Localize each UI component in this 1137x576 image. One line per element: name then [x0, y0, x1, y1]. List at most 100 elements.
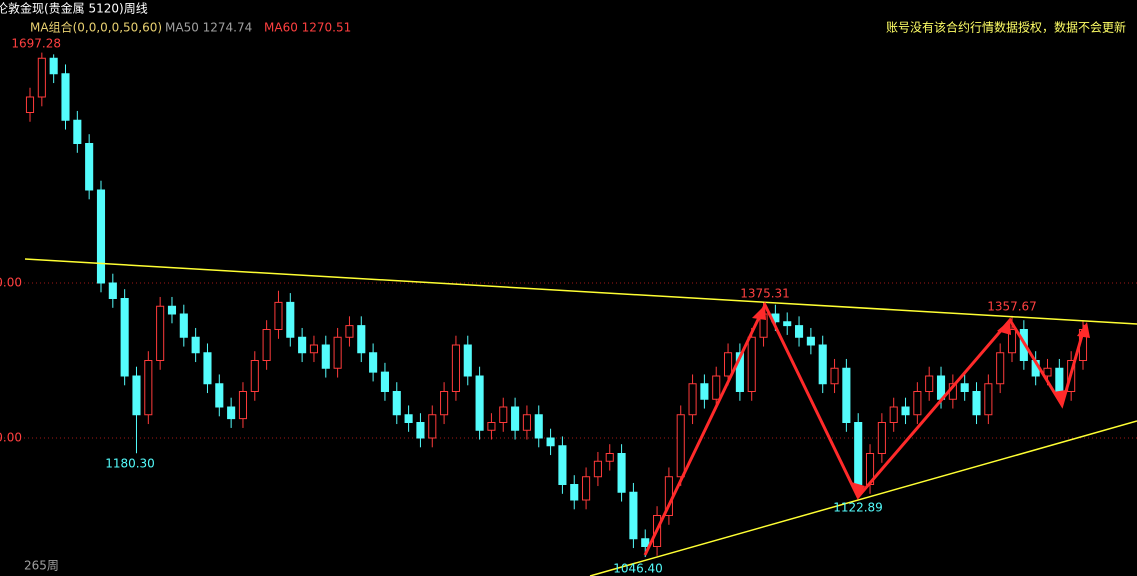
y-tick-label: 1200.00: [0, 431, 22, 445]
candle-body: [794, 325, 804, 338]
extreme-label: 1122.89: [833, 501, 883, 515]
candle-body: [700, 383, 709, 400]
candle-body: [333, 336, 342, 369]
candle-body: [996, 352, 1005, 385]
candle-body: [570, 484, 579, 501]
candle-body: [830, 367, 839, 385]
candle-body: [167, 305, 177, 315]
extreme-label: 1180.30: [105, 457, 155, 471]
candle-body: [925, 375, 934, 393]
candle-body: [629, 491, 638, 540]
candle-body: [582, 476, 591, 501]
extreme-label: 1046.40: [613, 562, 663, 576]
chart-title: 伦敦金现(贵金属 5120)周线: [0, 1, 148, 16]
ma-group: MA组合(0,0,0,0,50,60): [30, 20, 162, 35]
candle-body: [475, 375, 484, 431]
notice: 账号没有该合约行情数据授权，数据不会更新: [886, 20, 1126, 35]
candle-body: [321, 344, 330, 369]
candle-body: [463, 344, 472, 377]
candle-body: [1007, 329, 1017, 354]
candle-body: [889, 406, 898, 424]
candle-body: [108, 282, 117, 300]
candle-body: [203, 352, 212, 385]
candle-body: [73, 119, 82, 145]
resistance-line: [24, 258, 1137, 325]
candle-body: [274, 301, 283, 331]
candle-body: [641, 538, 650, 548]
candle-body: [96, 189, 106, 284]
arrow-head: [1053, 390, 1066, 405]
ma50-label: MA50 1274.74: [165, 21, 252, 35]
candle-body: [605, 453, 614, 462]
candle-body: [735, 352, 744, 393]
candle-body: [972, 391, 981, 416]
candle-body: [451, 344, 460, 393]
candle-body: [747, 336, 756, 393]
candle-body: [818, 344, 827, 385]
candle-body: [416, 422, 425, 439]
candle-body: [49, 57, 58, 75]
candle-body: [688, 383, 697, 416]
candle-body: [156, 305, 165, 362]
candle-body: [984, 383, 993, 416]
candle-body: [783, 321, 792, 327]
candle-body: [215, 383, 224, 408]
extreme-label: 1697.28: [11, 37, 61, 51]
candle-body: [37, 57, 46, 98]
candle-body: [61, 73, 70, 121]
candle-body: [392, 391, 401, 416]
candle-body: [179, 313, 188, 338]
candle-body: [617, 453, 626, 493]
candle-body: [724, 352, 733, 377]
candle-body: [546, 437, 555, 447]
candle-body: [960, 383, 969, 393]
candle-body: [593, 460, 602, 478]
arrow-head: [851, 482, 865, 497]
candle-body: [1055, 367, 1064, 393]
arrow-head: [997, 320, 1011, 335]
candle-body: [558, 445, 567, 486]
candle-body: [345, 325, 354, 338]
candle-body: [191, 336, 200, 354]
candle-body: [286, 301, 295, 338]
candle-body: [842, 367, 851, 424]
candle-body: [522, 414, 531, 431]
candle-body: [132, 375, 141, 416]
candle-body: [712, 375, 721, 400]
support-line: [589, 420, 1137, 576]
candle-body: [511, 406, 520, 431]
candle-body: [440, 391, 449, 416]
candle-body: [404, 414, 413, 424]
grid: 1400.00 1200.00: [0, 276, 1137, 445]
candle-body: [534, 414, 543, 439]
candle-body: [913, 391, 922, 416]
extreme-label: 1375.31: [740, 287, 790, 301]
arrow-head: [1077, 322, 1090, 338]
candle-body: [369, 352, 378, 373]
candle-body: [298, 336, 307, 354]
candle-body: [250, 360, 259, 393]
candle-body: [487, 422, 496, 431]
candle-body: [676, 414, 685, 478]
arrow-head: [752, 305, 766, 320]
candle-body: [357, 325, 366, 354]
period-label: 265周: [24, 559, 59, 573]
candle-body: [806, 336, 815, 346]
candle-body: [428, 414, 437, 439]
candle-body: [238, 391, 248, 420]
candle-body: [1043, 367, 1052, 377]
ma60-label: MA60 1270.51: [264, 21, 351, 35]
candle-body: [227, 406, 236, 420]
candle-body: [25, 96, 35, 113]
candle-body: [877, 422, 886, 455]
candle-body: [499, 406, 508, 424]
candle-body: [309, 344, 319, 354]
candle-body: [262, 329, 271, 362]
candles: [25, 52, 1088, 558]
candle-body: [380, 371, 389, 393]
candle-body: [85, 143, 94, 191]
extreme-label: 1357.67: [987, 300, 1037, 314]
candle-body: [120, 298, 129, 377]
